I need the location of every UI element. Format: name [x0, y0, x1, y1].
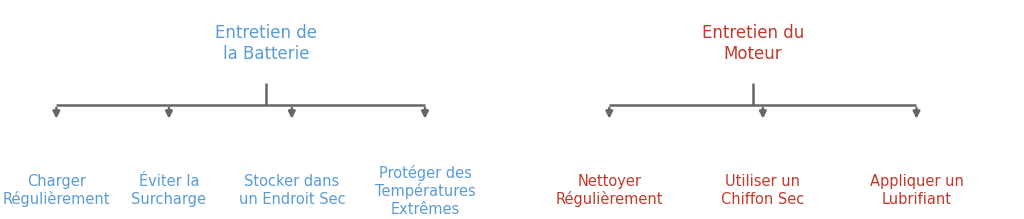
Text: Appliquer un
Lubrifiant: Appliquer un Lubrifiant	[869, 174, 964, 207]
Text: Utiliser un
Chiffon Sec: Utiliser un Chiffon Sec	[721, 174, 805, 207]
Text: Nettoyer
Régulièrement: Nettoyer Régulièrement	[556, 174, 663, 207]
Text: Protéger des
Températures
Extrêmes: Protéger des Températures Extrêmes	[375, 164, 475, 217]
Text: Éviter la
Surcharge: Éviter la Surcharge	[131, 174, 207, 207]
Text: Entretien du
Moteur: Entretien du Moteur	[701, 24, 804, 63]
Text: Stocker dans
un Endroit Sec: Stocker dans un Endroit Sec	[239, 174, 345, 207]
Text: Entretien de
la Batterie: Entretien de la Batterie	[215, 24, 317, 63]
Text: Charger
Régulièrement: Charger Régulièrement	[3, 174, 110, 207]
